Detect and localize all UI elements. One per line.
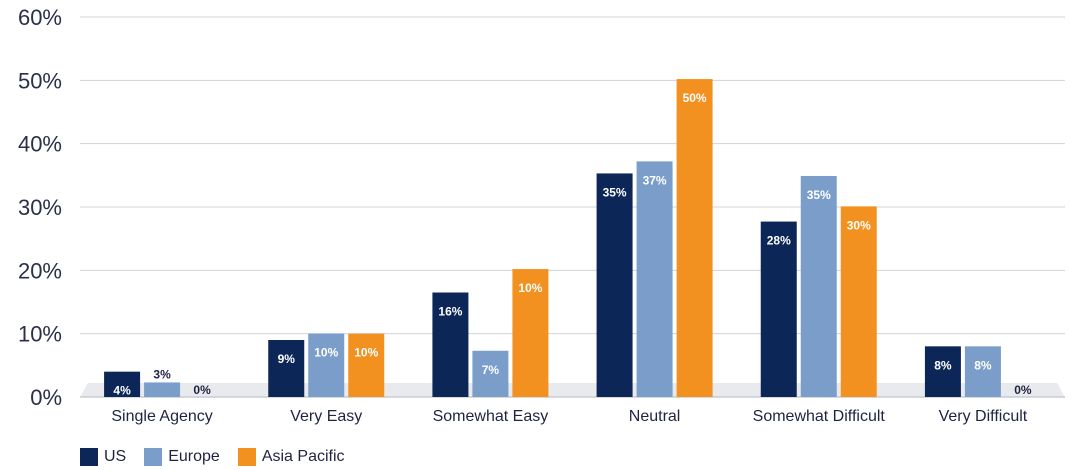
data-label-europe: 8%: [974, 358, 992, 372]
bar-europe: [636, 161, 673, 397]
data-label-us: 28%: [767, 234, 791, 248]
data-label-asia-pacific: 10%: [354, 346, 378, 360]
legend-item-us: US: [80, 448, 126, 466]
x-tick-label: Very Difficult: [939, 408, 1028, 425]
data-label-europe: 7%: [482, 363, 500, 377]
data-label-us: 9%: [278, 352, 296, 366]
data-label-europe: 10%: [314, 346, 338, 360]
y-axis: 0% 10% 20% 30% 40% 50% 60%: [18, 5, 62, 410]
grid-lines: [80, 16, 1065, 335]
y-tick-label: 0%: [30, 385, 62, 410]
bar-asia-pacific: [676, 79, 713, 398]
legend: US Europe Asia Pacific: [80, 448, 345, 466]
legend-label-asia-pacific: Asia Pacific: [261, 448, 345, 465]
data-label-asia-pacific: 10%: [518, 281, 542, 295]
data-label-asia-pacific: 50%: [683, 91, 707, 105]
bar-us: [268, 340, 305, 397]
legend-swatch-asia-pacific: [237, 448, 256, 466]
x-axis: Single Agency Very Easy Somewhat Easy Neutr…: [111, 408, 1027, 425]
data-label-us: 16%: [438, 305, 462, 319]
x-tick-label: Neutral: [629, 408, 681, 425]
data-label-asia-pacific: 0%: [1014, 383, 1032, 397]
chart-floor: [80, 383, 1065, 398]
x-tick-label: Single Agency: [111, 408, 212, 425]
bar-europe: [472, 350, 509, 397]
data-label-us: 4%: [113, 384, 131, 398]
bar-asia-pacific: [512, 269, 549, 397]
data-label-europe: 35%: [807, 188, 831, 202]
bar-us: [596, 173, 633, 397]
bar-asia-pacific: [840, 206, 877, 397]
legend-swatch-us: [80, 448, 98, 466]
legend-item-europe: Europe: [144, 448, 220, 466]
legend-label-us: US: [104, 448, 127, 465]
y-tick-label: 40%: [18, 132, 62, 157]
data-label-europe: 37%: [643, 173, 667, 187]
bar-asia-pacific: [348, 333, 385, 397]
bar-europe: [144, 382, 181, 397]
legend-swatch-europe: [144, 448, 163, 466]
y-tick-label: 60%: [18, 5, 62, 30]
bar-us: [924, 346, 961, 397]
bar-us: [432, 292, 469, 397]
y-tick-label: 10%: [18, 322, 62, 347]
legend-label-europe: Europe: [168, 448, 220, 465]
bar-europe: [308, 333, 345, 397]
x-tick-label: Very Easy: [290, 408, 362, 425]
bar-europe: [964, 346, 1001, 397]
legend-item-asia-pacific: Asia Pacific: [237, 448, 345, 466]
bar-chart: 0% 10% 20% 30% 40% 50% 60% 4% 3% 0% 9% 10% 10% 16% 7%…: [18, 5, 1065, 425]
bars: 4% 3% 0% 9% 10% 10% 16% 7% 10% 35% 37% 50% 28% 35% 30%…: [104, 79, 1032, 398]
floor-surface: [80, 383, 1065, 397]
y-tick-label: 30%: [18, 195, 62, 220]
y-tick-label: 20%: [18, 258, 62, 283]
bar-europe: [800, 175, 837, 397]
bar-us: [104, 371, 141, 397]
x-tick-label: Somewhat Difficult: [753, 408, 886, 425]
data-label-us: 8%: [934, 358, 952, 372]
data-label-europe: 3%: [153, 367, 171, 381]
data-label-us: 35%: [603, 185, 627, 199]
data-label-asia-pacific: 0%: [193, 383, 211, 397]
x-tick-label: Somewhat Easy: [433, 408, 549, 425]
data-label-asia-pacific: 30%: [847, 218, 871, 232]
y-tick-label: 50%: [18, 68, 62, 93]
bar-us: [760, 221, 797, 397]
